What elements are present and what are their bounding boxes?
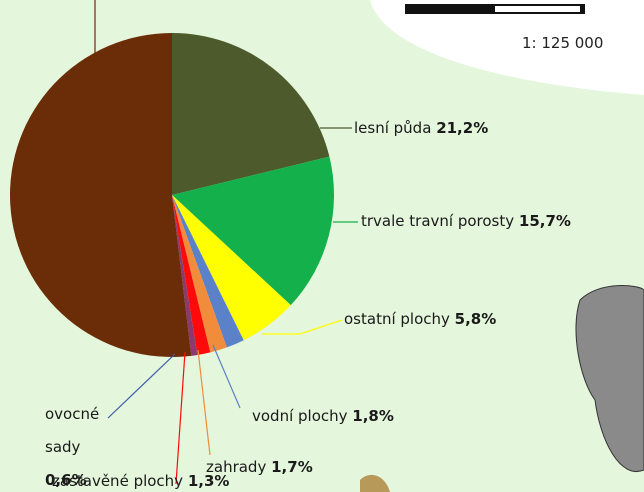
value-label: 1,8% (352, 407, 394, 425)
slice-label: trvale travní porosty 15,7% (361, 205, 571, 238)
value-label: 15,7% (518, 212, 571, 230)
value-label: 0,6% (45, 471, 87, 489)
pie-slice (172, 195, 244, 348)
scale-label: 1: 125 000 (522, 34, 604, 52)
leader-lines (94, 0, 358, 485)
pie-slice (172, 195, 211, 356)
leader-line (197, 349, 211, 456)
map-region (575, 285, 644, 473)
pie-slice (172, 156, 334, 306)
leader-line (262, 319, 343, 335)
category: ostatní plochy (344, 310, 450, 328)
leader-line (212, 344, 241, 409)
pie-slice (10, 33, 192, 357)
category: vodní plochy (252, 407, 348, 425)
map-region (360, 474, 390, 492)
scale-bar-segment (495, 6, 580, 12)
slice-label: zahrady 1,7% (206, 451, 313, 484)
value-label: 5,8% (454, 310, 497, 328)
slice-label: vodní plochy 1,8% (252, 400, 394, 433)
value-label: 1,3% (187, 472, 230, 490)
leader-line (175, 351, 186, 485)
pie-slice (172, 33, 330, 195)
category: zahrady (206, 458, 267, 476)
category: zastavěné plochy (52, 472, 184, 490)
map-inset (370, 0, 644, 95)
slice-label: ostatní plochy 5,8% (344, 303, 496, 336)
category: lesní půda (354, 119, 432, 137)
leader-line (107, 353, 176, 419)
value-label: 1,7% (271, 458, 313, 476)
pie-slice (172, 195, 227, 353)
value-label: 21,2% (436, 119, 489, 137)
category: ovocné sady (45, 405, 100, 456)
slice-label: lesní půda 21,2% (354, 112, 488, 145)
slice-label: zastavěné plochy 1,3% (52, 465, 229, 492)
pie-slice (172, 195, 291, 341)
pie-slice (172, 195, 198, 356)
category: trvale travní porosty (361, 212, 515, 230)
slice-label: ovocné sady 0,6% (45, 398, 115, 492)
